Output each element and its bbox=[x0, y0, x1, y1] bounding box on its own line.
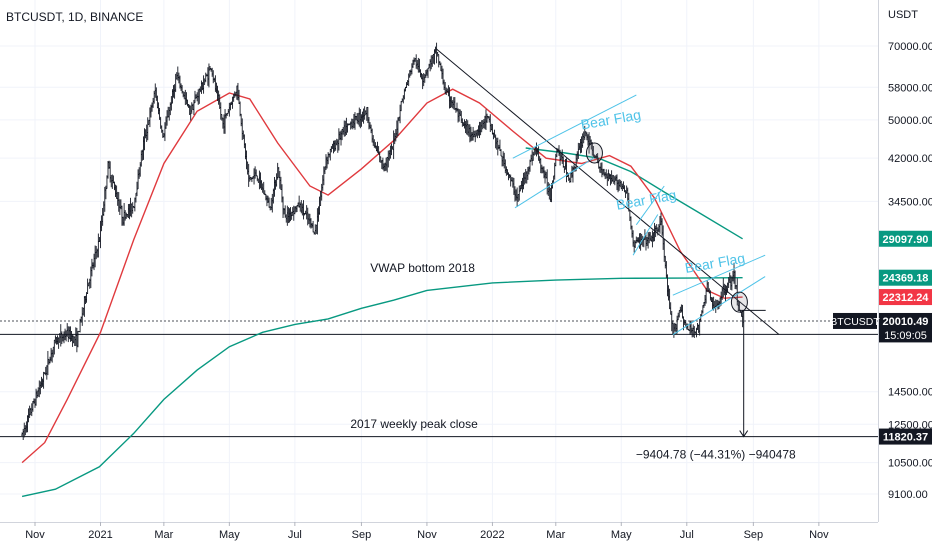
price-tag: 22312.24 bbox=[879, 289, 932, 305]
time-tick-label: May bbox=[611, 529, 632, 541]
time-tick-label: 2022 bbox=[480, 529, 504, 541]
price-tag-label: 22312.24 bbox=[883, 292, 930, 304]
price-tick-label: 42000.00 bbox=[888, 153, 932, 165]
time-tick-label: Jul bbox=[680, 529, 694, 541]
annotation-label: VWAP bottom 2018 bbox=[370, 261, 475, 275]
highlight-circle bbox=[731, 292, 747, 312]
price-tag-label: 11820.37 bbox=[883, 432, 928, 444]
time-tick-label: Mar bbox=[546, 529, 565, 541]
price-tag: 24369.18 bbox=[879, 270, 932, 286]
price-tag: 11820.37 bbox=[879, 429, 932, 445]
price-tick-label: 34500.00 bbox=[888, 196, 932, 208]
time-tick-label: Sep bbox=[744, 529, 764, 541]
price-tag-label: 20010.49 bbox=[883, 316, 929, 328]
price-tag-label: 24369.18 bbox=[883, 273, 929, 285]
price-tick-label: 70000.00 bbox=[888, 41, 932, 53]
price-tag-label: 29097.90 bbox=[883, 234, 929, 246]
price-axis-unit: USDT bbox=[888, 9, 918, 21]
chart-title: BTCUSDT, 1D, BINANCE bbox=[6, 10, 143, 24]
time-tick-label: Jul bbox=[288, 529, 302, 541]
annotation-label: −9404.78 (−44.31%) −940478 bbox=[636, 447, 796, 461]
time-tick-label: Sep bbox=[352, 529, 372, 541]
highlight-circle bbox=[586, 143, 602, 163]
price-tick-label: 9100.00 bbox=[888, 489, 928, 501]
time-tick-label: 2021 bbox=[88, 529, 112, 541]
annotation-label: 2017 weekly peak close bbox=[350, 417, 478, 431]
price-tick-label: 58000.00 bbox=[888, 82, 932, 94]
time-tick-label: Mar bbox=[154, 529, 173, 541]
price-tick-label: 14500.00 bbox=[888, 387, 932, 399]
price-tick-label: 50000.00 bbox=[888, 115, 932, 127]
symbol-tag-label: BTCUSDT bbox=[830, 316, 880, 328]
price-tag: 29097.90 bbox=[879, 231, 932, 247]
time-tick-label: Nov bbox=[25, 529, 45, 541]
time-tick-label: May bbox=[219, 529, 240, 541]
price-tick-label: 10500.00 bbox=[888, 458, 932, 470]
time-tick-label: Nov bbox=[417, 529, 437, 541]
countdown-label: 15:09:05 bbox=[884, 330, 927, 342]
time-tick-label: Nov bbox=[809, 529, 829, 541]
